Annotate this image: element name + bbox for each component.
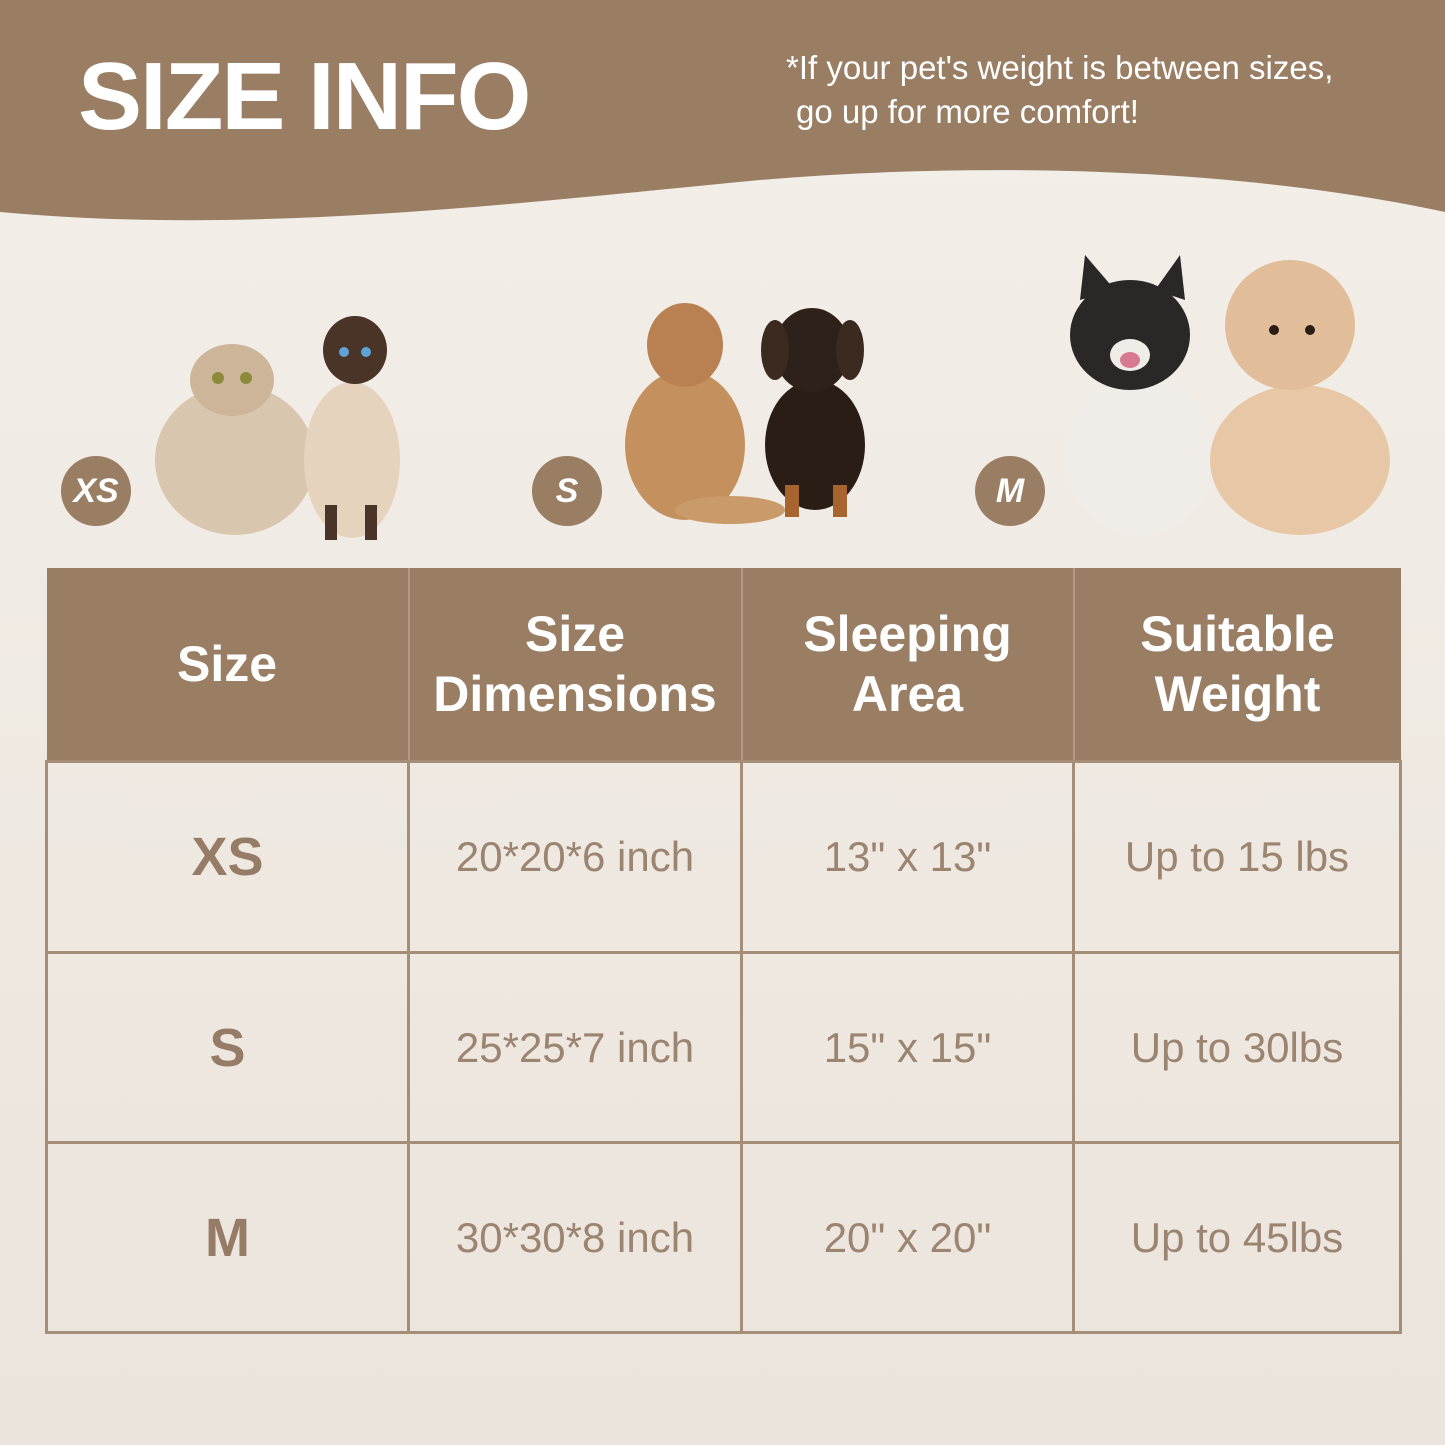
size-badge-m: M xyxy=(975,456,1045,526)
page-title: SIZE INFO xyxy=(78,43,531,150)
size-badge-xs: XS xyxy=(61,456,131,526)
french-bulldog-image xyxy=(1065,255,1215,535)
m-pets-photo xyxy=(1065,255,1390,535)
cell-weight: Up to 45lbs xyxy=(1072,1141,1402,1334)
header-size-dimensions: Size Dimensions xyxy=(408,568,743,762)
size-note-line-1: *If your pet's weight is between sizes, xyxy=(786,49,1334,86)
cell-size: S xyxy=(45,951,410,1144)
cell-sleeping-area: 20" x 20" xyxy=(740,1141,1075,1334)
size-note: *If your pet's weight is between sizes, … xyxy=(786,46,1333,134)
cell-size: M xyxy=(45,1141,410,1334)
table-row: M 30*30*8 inch 20" x 20" Up to 45lbs xyxy=(45,1141,1402,1334)
cell-dimensions: 20*20*6 inch xyxy=(407,760,743,954)
size-badge-s: S xyxy=(532,456,602,526)
table-row: XS 20*20*6 inch 13" x 13" Up to 15 lbs xyxy=(45,760,1402,954)
header-sleeping-area: Sleeping Area xyxy=(741,568,1075,762)
cell-size: XS xyxy=(45,760,410,954)
dachshund-dog-image xyxy=(761,308,865,517)
header-banner xyxy=(0,0,1445,221)
table-header-row: Size Size Dimensions Sleeping Area Suita… xyxy=(46,568,1401,762)
cell-dimensions: 30*30*8 inch xyxy=(407,1141,743,1334)
s-pets-photo xyxy=(625,303,865,524)
size-table: Size Size Dimensions Sleeping Area Suita… xyxy=(45,568,1402,1334)
cell-dimensions: 25*25*7 inch xyxy=(407,951,743,1144)
siamese-cat-image xyxy=(304,316,400,540)
size-note-line-2: go up for more comfort! xyxy=(796,93,1139,130)
xs-pets-photo xyxy=(155,316,400,540)
header-suitable-weight: Suitable Weight xyxy=(1073,568,1401,762)
poodle-dog-image xyxy=(1210,260,1390,535)
table-row: S 25*25*7 inch 15" x 15" Up to 30lbs xyxy=(45,951,1402,1144)
cell-weight: Up to 15 lbs xyxy=(1072,760,1402,954)
cell-sleeping-area: 13" x 13" xyxy=(740,760,1075,954)
cell-weight: Up to 30lbs xyxy=(1072,951,1402,1144)
header-size: Size xyxy=(46,568,410,762)
cell-sleeping-area: 15" x 15" xyxy=(740,951,1075,1144)
maine-coon-cat-image xyxy=(625,303,785,524)
persian-cat-image xyxy=(155,344,315,535)
